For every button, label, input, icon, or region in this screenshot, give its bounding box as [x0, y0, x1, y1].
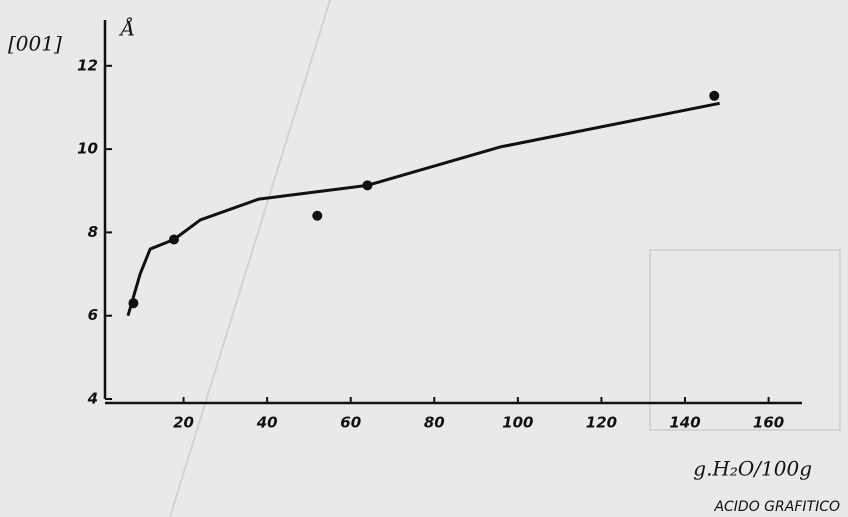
x-tick-label: 140 [669, 414, 700, 432]
page: {"chart_data": {"type": "scatter", "titl… [0, 0, 848, 517]
y-axis-label: Å [119, 16, 135, 41]
x-tick-label: 100 [502, 414, 533, 432]
chart: [001] Å g.H₂O/100g ACIDO GRAFITICO 4 6 8 10… [0, 0, 848, 517]
x-tick-label: 20 [173, 414, 194, 432]
y-tick-label: 6 [88, 306, 98, 324]
y-tick-label: 12 [77, 56, 98, 74]
data-point [312, 211, 322, 221]
y-tick-label: 8 [88, 223, 98, 241]
x-tick-label: 80 [424, 414, 445, 432]
x-tick-label: 40 [256, 414, 278, 432]
x-tick-label: 120 [586, 414, 617, 432]
caption: ACIDO GRAFITICO [713, 499, 840, 515]
data-point [709, 91, 719, 101]
x-axis-label: g.H₂O/100g [693, 457, 812, 481]
chart-title: [001] [8, 32, 62, 56]
y-tick-label: 4 [87, 390, 98, 408]
x-tick-label: 160 [753, 414, 784, 432]
paper [0, 0, 848, 517]
y-tick-label: 10 [77, 140, 98, 158]
x-tick-label: 60 [340, 414, 361, 432]
